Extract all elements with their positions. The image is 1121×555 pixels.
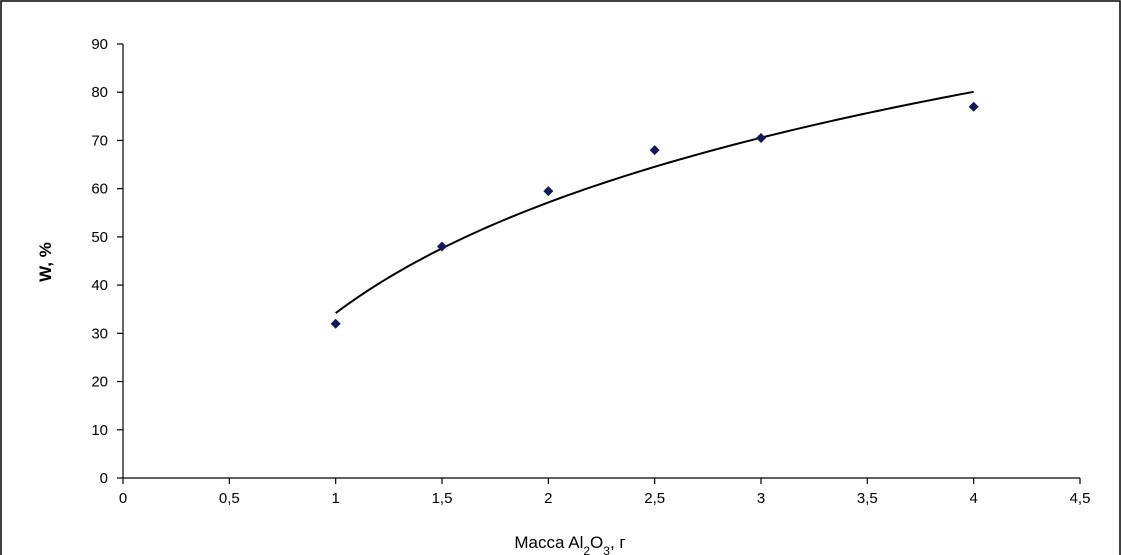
- y-tick-label: 40: [91, 277, 108, 294]
- x-tick-label: 0: [119, 490, 127, 507]
- x-tick-label: 3,5: [857, 490, 878, 507]
- x-axis-title: Macca Al2O3, г: [514, 533, 625, 555]
- trendline: [335, 90, 974, 314]
- y-tick-label: 60: [91, 181, 108, 198]
- y-tick-label: 70: [91, 132, 108, 149]
- y-tick-label: 10: [91, 422, 108, 439]
- x-axis-title-sub1: 2: [583, 544, 590, 555]
- x-tick-label: 1,5: [432, 490, 453, 507]
- x-tick-label: 4,5: [1070, 490, 1091, 507]
- data-points: [330, 101, 979, 329]
- y-ticks: 0 10 20 30 40 50 60 70 80 90: [91, 36, 123, 487]
- y-axis-title: W, %: [36, 242, 55, 282]
- data-point: [968, 101, 979, 112]
- y-tick-label: 0: [100, 470, 108, 487]
- x-tick-label: 1: [331, 490, 339, 507]
- x-tick-label: 4: [969, 490, 977, 507]
- y-tick-label: 90: [91, 36, 108, 53]
- x-axis-title-main: Macca Al: [514, 533, 583, 552]
- data-point: [756, 133, 766, 144]
- y-tick-label: 80: [91, 84, 108, 101]
- trendline-path: [335, 90, 974, 314]
- x-axis-title-mid: O: [590, 533, 603, 552]
- y-tick-label: 20: [91, 374, 108, 391]
- x-axis-title-tail: , г: [610, 533, 626, 552]
- x-tick-label: 0,5: [219, 490, 240, 507]
- data-point: [649, 145, 660, 156]
- y-tick-label: 30: [91, 325, 108, 342]
- data-point: [437, 241, 447, 252]
- x-ticks: 0 0,5 1 1,5 2 2,5 3 3,5 4 4,5: [119, 478, 1091, 507]
- x-tick-label: 3: [757, 490, 765, 507]
- x-tick-label: 2,5: [644, 490, 665, 507]
- data-point: [330, 318, 341, 329]
- x-axis-title-sub2: 3: [603, 544, 610, 555]
- x-tick-label: 2: [544, 490, 552, 507]
- data-point: [543, 186, 554, 197]
- y-tick-label: 50: [91, 229, 108, 246]
